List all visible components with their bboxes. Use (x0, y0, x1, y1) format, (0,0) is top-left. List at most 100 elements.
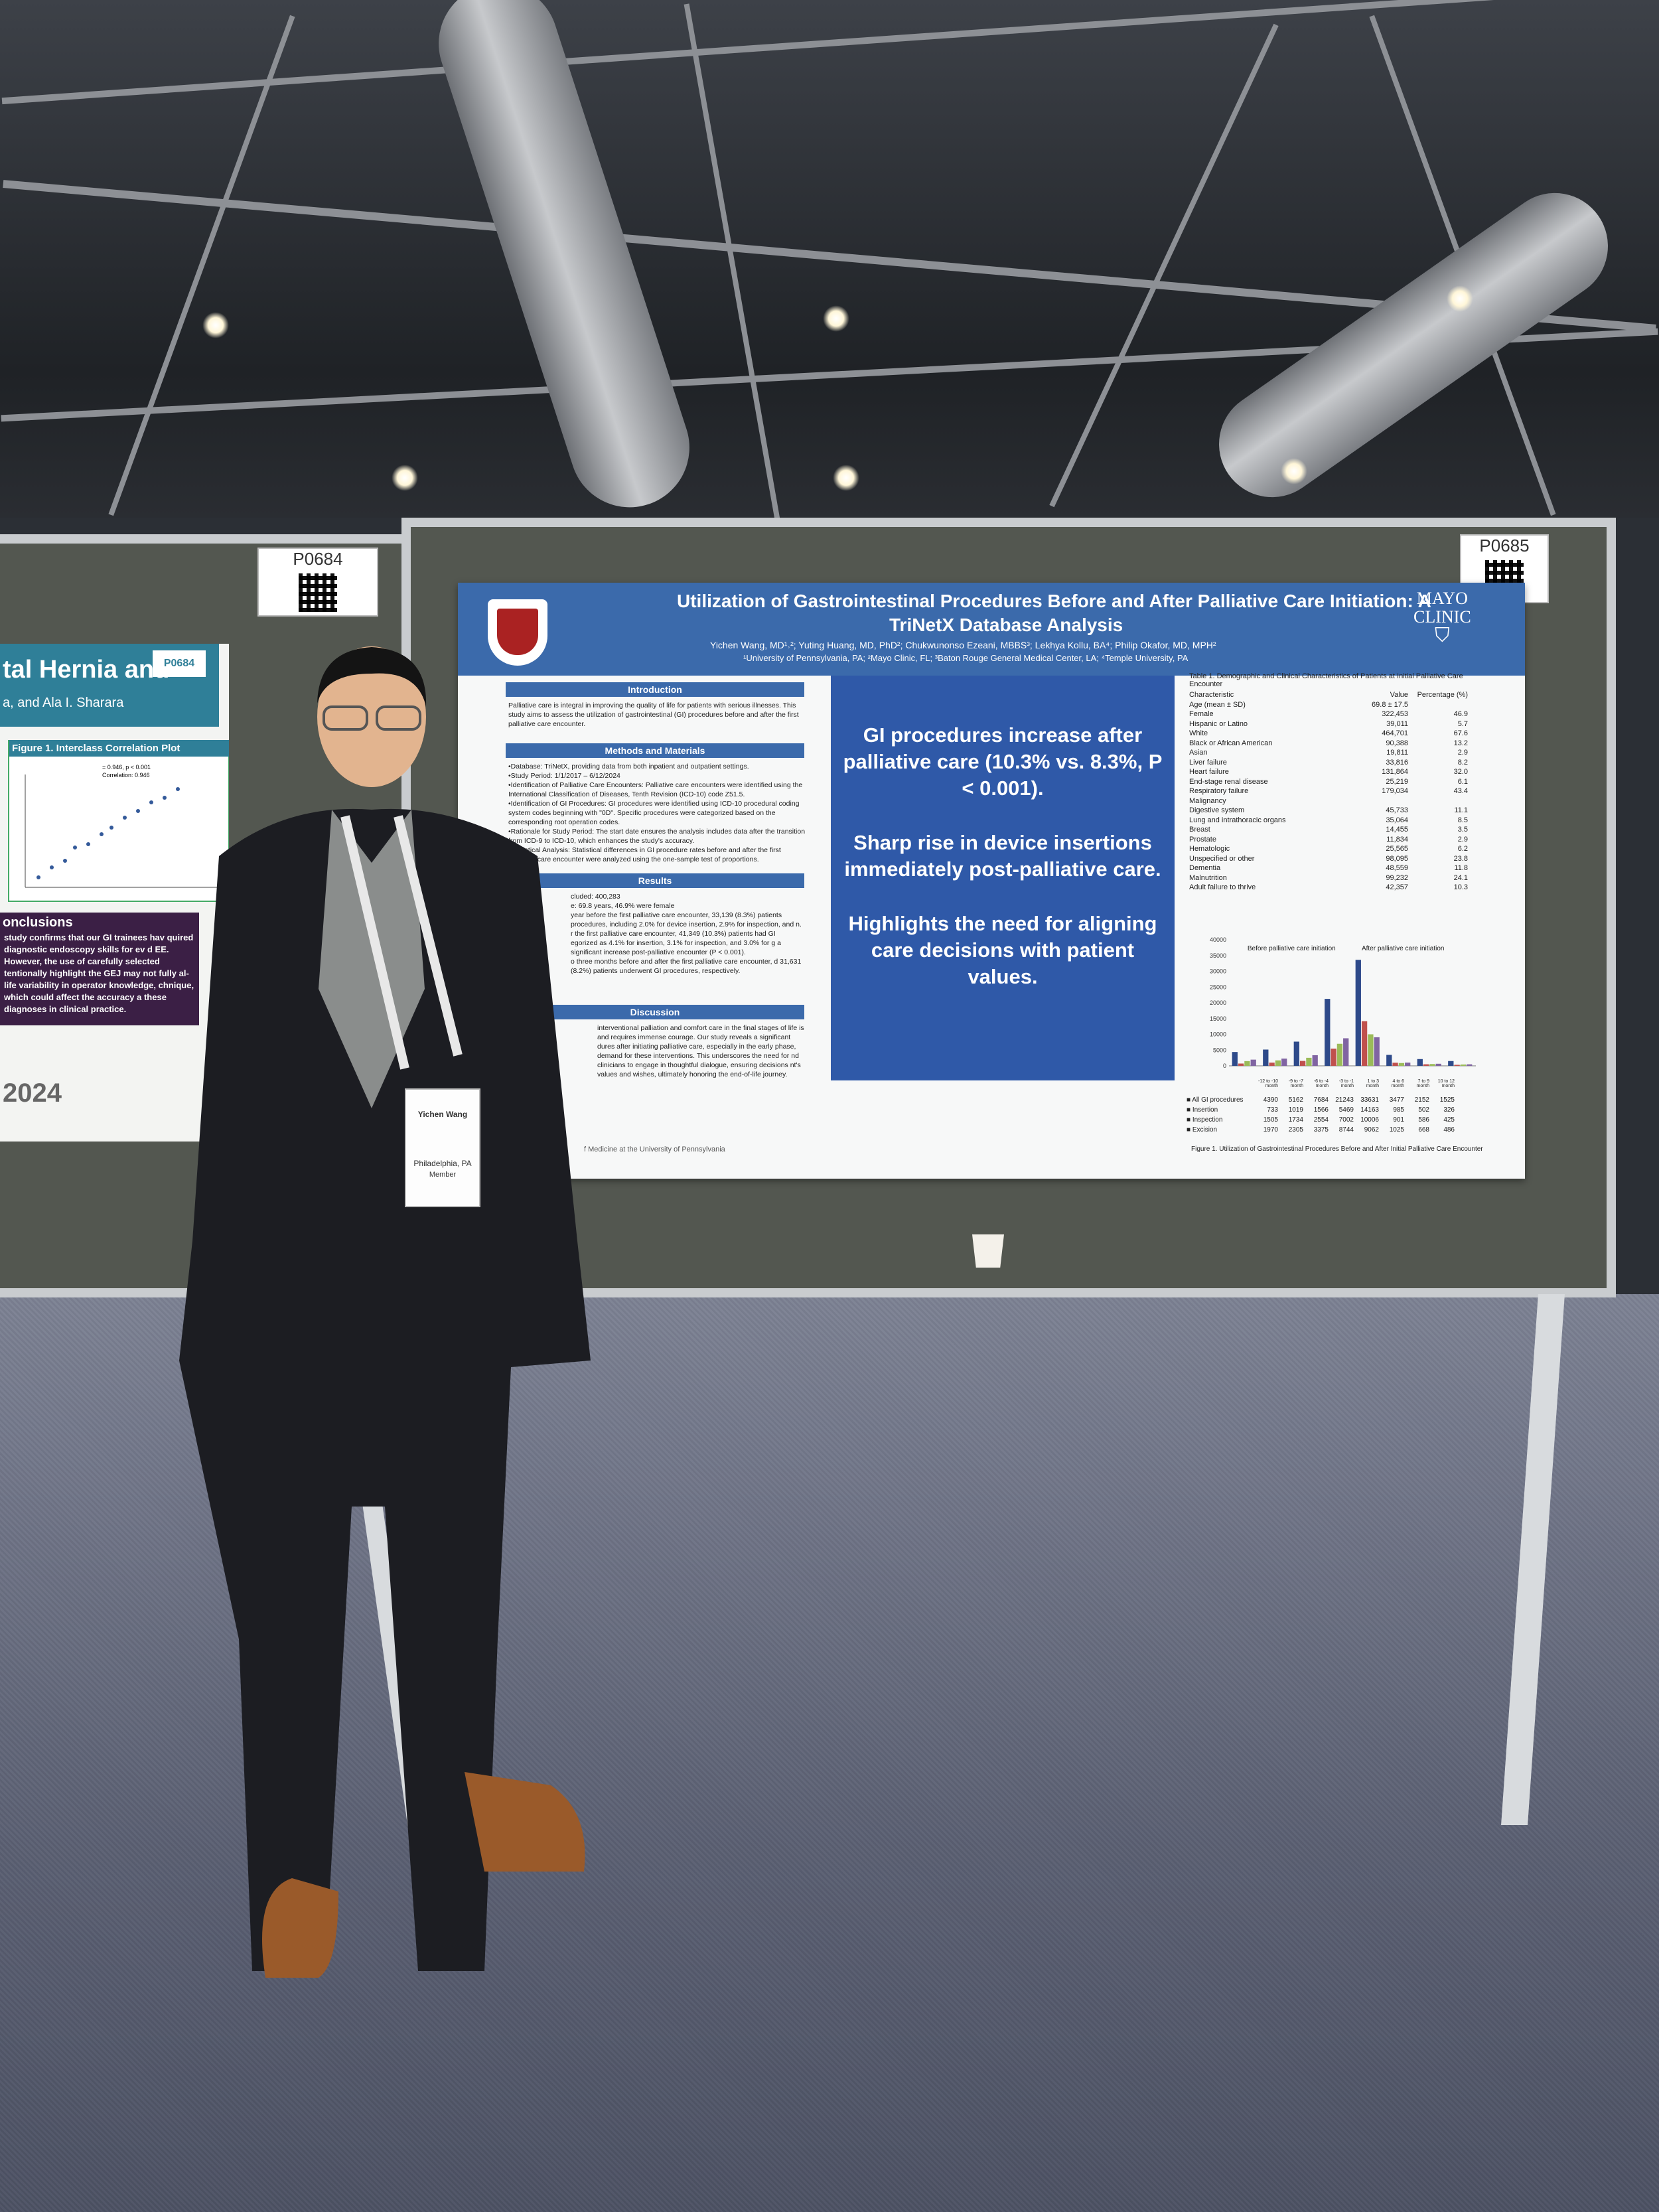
y-tick-label: 40000 (1210, 936, 1226, 943)
table-cell: White (1189, 729, 1208, 737)
table-cell: 43.4 (1453, 787, 1468, 795)
legend-entry: ■ All GI procedures (1187, 1096, 1244, 1104)
methods-title: Methods and Materials (506, 743, 804, 758)
data-label: 1734 (1288, 1116, 1303, 1124)
bar (1331, 1049, 1336, 1066)
results-title: Results (506, 873, 804, 888)
table-cell: 33,816 (1386, 758, 1408, 767)
table-cell: 11,834 (1386, 835, 1408, 844)
x-tick-label: -6 to -4 month (1313, 1079, 1329, 1088)
poster-header: Utilization of Gastrointestinal Procedur… (458, 583, 1525, 676)
table-cell: 13.2 (1453, 739, 1468, 747)
table-cell: Asian (1189, 749, 1208, 757)
methods-palliative: •Identification of Palliative Care Encou… (508, 781, 803, 798)
left-poster-conclusions: onclusions study confirms that our GI tr… (0, 913, 199, 1025)
methods-rationale: •Rationale for Study Period: The start d… (508, 828, 806, 845)
bar (1460, 1064, 1467, 1066)
table-cell: 8.2 (1457, 758, 1468, 767)
data-label: 2152 (1414, 1096, 1429, 1104)
bar (1368, 1034, 1374, 1066)
data-label: 985 (1393, 1106, 1404, 1114)
table-cell: 8.5 (1457, 816, 1468, 824)
data-label: 486 (1443, 1126, 1455, 1134)
y-tick-label: 25000 (1210, 984, 1226, 990)
left-poster: tal Hernia and a, and Ala I. Sharara P06… (0, 644, 229, 1142)
left-poster-title-band: tal Hernia and a, and Ala I. Sharara P06… (0, 644, 219, 727)
table-cell (1408, 701, 1468, 711)
table-cell: 25,219 (1386, 777, 1408, 786)
presenter-person (179, 646, 591, 1978)
right-booth-number: P0685 (1479, 536, 1530, 555)
table-cell: Unspecified or other (1189, 854, 1255, 863)
table-cell: 69.8 ± 17.5 (1372, 700, 1408, 709)
table-cell: Hispanic or Latino (1189, 719, 1248, 728)
mayo-logo-line1: MAYO (1416, 589, 1468, 608)
methods-body: •Database: TriNetX, providing data from … (508, 762, 807, 895)
table-cell (1408, 797, 1468, 807)
chart-table-row: ■ Inspection 1505 1734 2554 7002 10006 901 586 4… (1187, 1116, 1479, 1126)
left-poster-authors: a, and Ala I. Sharara (3, 696, 124, 710)
table-row: Heart failure 131,864 32.0 (1189, 768, 1475, 778)
bar (1435, 1063, 1441, 1066)
x-tick-label: -9 to -7 month (1288, 1079, 1303, 1088)
glasses-icon (376, 705, 421, 731)
chart-table-corner (1187, 1079, 1253, 1096)
y-tick-label: 10000 (1210, 1031, 1226, 1038)
table-cell: End-stage renal disease (1189, 777, 1268, 786)
table-row: Age (mean ± SD) 69.8 ± 17.5 (1189, 701, 1475, 711)
data-label: 5162 (1288, 1096, 1303, 1104)
brown-shoe (262, 1878, 338, 1978)
bar (1361, 1021, 1368, 1066)
table-row: Female 322,453 46.9 (1189, 710, 1475, 720)
table-row: Lung and intrathoracic organs 35,064 8.5 (1189, 816, 1475, 826)
data-label: 21243 (1335, 1096, 1354, 1104)
results-after: r the first palliative care encounter, 4… (571, 930, 781, 956)
table-cell: 11.1 (1454, 806, 1468, 814)
table-cell: 14,455 (1386, 826, 1408, 834)
left-poster-title: tal Hernia and (3, 656, 170, 684)
x-tick-label: 7 to 9 month (1416, 1079, 1429, 1088)
figure-caption: Figure 1. Utilization of Gastrointestina… (1191, 1145, 1483, 1153)
glasses-icon (323, 705, 368, 731)
gi-procedures-bar-chart: 40000 35000 30000 25000 20000 15000 10000 5000 0… (1210, 936, 1476, 1069)
poster-footer-note: f Medicine at the University of Pennsylv… (584, 1145, 725, 1153)
poster-title-line1: Utilization of Gastrointestinal Procedur… (677, 591, 1431, 611)
table-header: Percentage (%) (1417, 691, 1468, 699)
poster-title-line2: TriNetX Database Analysis (889, 615, 1123, 635)
discussion-title: Discussion (506, 1005, 804, 1019)
y-tick-label: 0 (1223, 1063, 1226, 1069)
badge-role: Member (429, 1171, 457, 1179)
table-row: Breast 14,455 3.5 (1189, 826, 1475, 836)
main-poster: Utilization of Gastrointestinal Procedur… (458, 583, 1525, 1179)
bar (1386, 1055, 1392, 1066)
data-label: 33631 (1360, 1096, 1379, 1104)
bar (1269, 1063, 1275, 1066)
left-figure-title: Figure 1. Interclass Correlation Plot (9, 740, 229, 757)
x-tick-label: 1 to 3 month (1366, 1079, 1379, 1088)
left-poster-year: 2024 (3, 1078, 62, 1108)
chart-table-row: ■ Excision 1970 2305 3375 8744 9062 1025 668 486 (1187, 1126, 1479, 1136)
table-cell: 464,701 (1382, 729, 1408, 737)
table-row: Digestive system 45,733 11.1 (1189, 806, 1475, 816)
left-poster-tag: P0684 (153, 650, 206, 677)
data-label: 10006 (1360, 1116, 1379, 1124)
table-cell: Lung and intrathoracic organs (1189, 816, 1286, 824)
results-three-months: o three months before and after the firs… (571, 958, 802, 975)
table-cell: 19,811 (1386, 749, 1408, 757)
key-message-2: Sharp rise in device insertions immediat… (844, 831, 1161, 881)
table-header: Characteristic (1189, 691, 1234, 699)
table-cell: Respiratory failure (1189, 787, 1249, 795)
methods-statistics: •Statistical Analysis: Statistical diffe… (508, 846, 781, 863)
table-cell: Heart failure (1189, 768, 1229, 776)
data-label: 3477 (1389, 1096, 1404, 1104)
badge-city: Philadelphia, PA (413, 1159, 472, 1168)
x-tick-label: -12 to -10 month (1258, 1079, 1278, 1088)
table-cell: 25,565 (1386, 845, 1408, 853)
bar (1299, 1061, 1306, 1066)
data-label: 3375 (1313, 1126, 1329, 1134)
name-badge: Yichen Wang Philadelphia, PA Member (405, 1088, 480, 1207)
data-label: 1505 (1263, 1116, 1278, 1124)
left-booth-number: P0684 (293, 549, 343, 569)
chart-table-row: ■ Insertion 733 1019 1566 5469 14163 985 502 326 (1187, 1106, 1479, 1116)
data-label: 733 (1267, 1106, 1278, 1114)
